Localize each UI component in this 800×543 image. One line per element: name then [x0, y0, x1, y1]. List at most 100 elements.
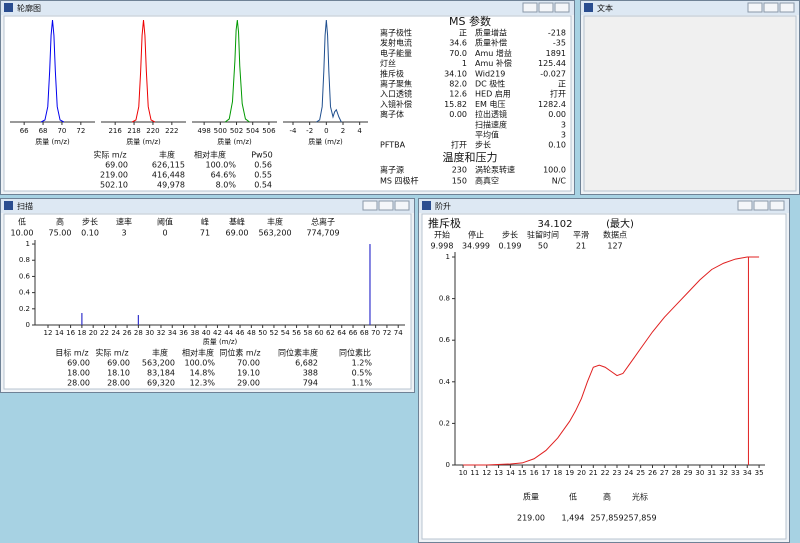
window-button[interactable]	[538, 2, 554, 13]
param-value: 1	[462, 59, 467, 68]
table-cell: 502.10	[100, 181, 128, 190]
x-tick-label: 17	[541, 469, 550, 477]
x-tick-label: 46	[236, 329, 245, 337]
window-button[interactable]	[763, 2, 779, 13]
x-tick-label: 12	[44, 329, 53, 337]
scan-value: 774,709	[306, 229, 339, 238]
x-tick-label: 62	[326, 329, 335, 337]
param-label: 质量增益	[475, 28, 507, 38]
window-button[interactable]	[753, 200, 769, 211]
x-tick-label: 25	[636, 469, 645, 477]
table-header: 丰度	[152, 348, 168, 358]
x-tick-label: 504	[246, 127, 260, 135]
param-value: 15.82	[444, 100, 467, 109]
profile-peak	[224, 19, 250, 123]
window-title: 文本	[597, 3, 613, 13]
param-value: 1891	[546, 49, 566, 58]
scan-header: 阈值	[157, 217, 173, 227]
param-label: 灯丝	[380, 58, 396, 68]
x-tick-label: 30	[145, 329, 154, 337]
ramp-header: 驻留时间	[527, 230, 559, 240]
scan-header: 总离子	[311, 217, 335, 227]
x-tick-label: 21	[589, 469, 598, 477]
spectrum-bar	[369, 244, 371, 325]
scan-header: 速率	[116, 217, 132, 227]
param-label: Wid219	[475, 69, 505, 78]
table-cell: 563,200	[142, 359, 175, 368]
y-tick-label: 1	[26, 240, 30, 248]
table-cell: 1.2%	[352, 359, 373, 368]
x-tick-label: -4	[290, 127, 298, 135]
x-tick-label: 4	[357, 127, 362, 135]
y-tick-label: 0.6	[19, 272, 31, 280]
x-tick-label: 72	[382, 329, 391, 337]
scan-header: 峰	[201, 217, 209, 227]
param-value: 正	[459, 29, 467, 38]
x-tick-label: 48	[247, 329, 256, 337]
table-cell: 28.00	[107, 379, 130, 388]
y-tick-label: 0	[446, 461, 450, 469]
param-label: 步长	[475, 140, 491, 150]
x-tick-label: 36	[179, 329, 188, 337]
window-button[interactable]	[737, 200, 753, 211]
table-cell: 18.10	[107, 369, 130, 378]
footer-header: 光标	[632, 492, 648, 502]
table-cell: 69.00	[107, 359, 130, 368]
x-tick-label: 44	[224, 329, 233, 337]
x-tick-label: 15	[518, 469, 527, 477]
window-button[interactable]	[362, 200, 378, 211]
table-header: 同位素 m/z	[219, 348, 260, 358]
table-cell: 69,320	[147, 379, 175, 388]
window-button[interactable]	[554, 2, 570, 13]
x-tick-label: -2	[306, 127, 313, 135]
table-cell: 100.0%	[184, 359, 215, 368]
window-button[interactable]	[779, 2, 795, 13]
x-tick-label: 28	[134, 329, 143, 337]
param-label: 质量补偿	[475, 38, 507, 48]
x-tick-label: 72	[76, 127, 85, 135]
y-tick-label: 0.6	[439, 336, 451, 344]
window-button[interactable]	[394, 200, 410, 211]
scan-value: 10.00	[11, 229, 34, 238]
x-tick-label: 74	[394, 329, 403, 337]
param-label: 离子源	[380, 165, 404, 175]
profile-peak	[316, 19, 342, 123]
x-tick-label: 27	[660, 469, 669, 477]
profile-peak	[40, 19, 65, 123]
x-tick-label: 32	[157, 329, 166, 337]
table-cell: 0.54	[254, 181, 272, 190]
window-button[interactable]	[747, 2, 763, 13]
window-button[interactable]	[522, 2, 538, 13]
param-value: 0.10	[548, 141, 566, 150]
x-tick-label: 10	[459, 469, 468, 477]
y-tick-label: 0.2	[19, 305, 30, 313]
table-cell: 18.00	[67, 369, 90, 378]
window-button[interactable]	[769, 200, 785, 211]
scan-value: 69.00	[226, 229, 249, 238]
section-title: MS 参数	[449, 14, 491, 28]
scan-value: 0	[162, 229, 167, 238]
x-tick-label: 56	[292, 329, 301, 337]
window-icon	[4, 201, 13, 210]
param-value: 0.00	[449, 110, 467, 119]
table-cell: 19.10	[237, 369, 260, 378]
table-cell: 388	[303, 369, 318, 378]
param-value: 1282.4	[538, 100, 566, 109]
param-value: 打开	[550, 89, 566, 99]
ramp-value: 34.102	[538, 219, 573, 230]
y-tick-label: 0.4	[19, 289, 31, 297]
x-tick-label: 20	[89, 329, 98, 337]
ramp-setting: 50	[538, 242, 548, 251]
x-tick-label: 23	[613, 469, 622, 477]
window-button[interactable]	[378, 200, 394, 211]
y-tick-label: 0.4	[439, 378, 451, 386]
x-tick-label: 500	[214, 127, 227, 135]
client-area	[3, 15, 572, 192]
param-label: 拉出透镜	[475, 109, 507, 119]
param-label: MS 四极杆	[380, 176, 419, 186]
x-tick-label: 18	[553, 469, 562, 477]
x-tick-label: 68	[360, 329, 369, 337]
ramp-setting: 127	[607, 242, 622, 251]
param-value: 230	[452, 166, 467, 175]
